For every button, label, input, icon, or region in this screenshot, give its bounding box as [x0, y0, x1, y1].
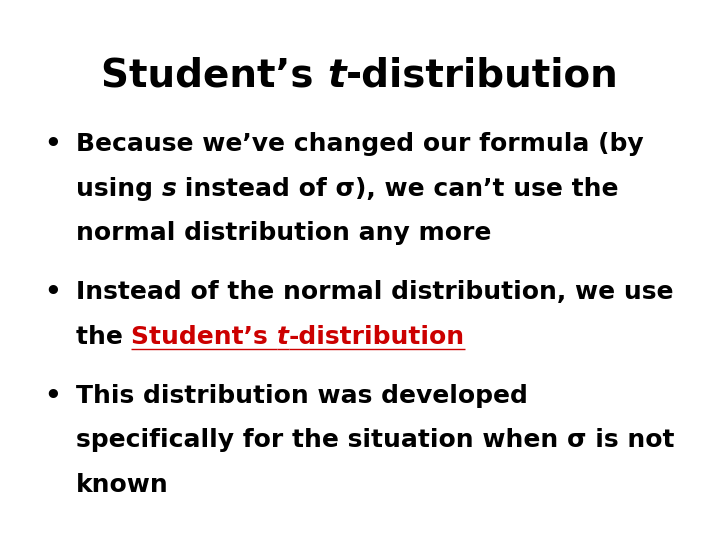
Text: -distribution: -distribution — [289, 325, 465, 348]
Text: Student’s: Student’s — [102, 57, 328, 94]
Text: -distribution: -distribution — [346, 57, 618, 94]
Text: •: • — [45, 280, 61, 306]
Text: Because we’ve changed our formula (by: Because we’ve changed our formula (by — [76, 132, 643, 156]
Text: known: known — [76, 472, 168, 496]
Text: using: using — [76, 177, 161, 200]
Text: the: the — [76, 325, 131, 348]
Text: Instead of the normal distribution, we use: Instead of the normal distribution, we u… — [76, 280, 673, 304]
Text: This distribution was developed: This distribution was developed — [76, 384, 528, 408]
Text: t: t — [328, 57, 346, 94]
Text: instead of σ), we can’t use the: instead of σ), we can’t use the — [176, 177, 618, 200]
Text: Student’s: Student’s — [131, 325, 276, 348]
Text: •: • — [45, 132, 61, 158]
Text: specifically for the situation when σ is not: specifically for the situation when σ is… — [76, 428, 674, 452]
Text: s: s — [161, 177, 176, 200]
Text: t: t — [276, 325, 289, 348]
Text: •: • — [45, 384, 61, 410]
Text: normal distribution any more: normal distribution any more — [76, 221, 491, 245]
